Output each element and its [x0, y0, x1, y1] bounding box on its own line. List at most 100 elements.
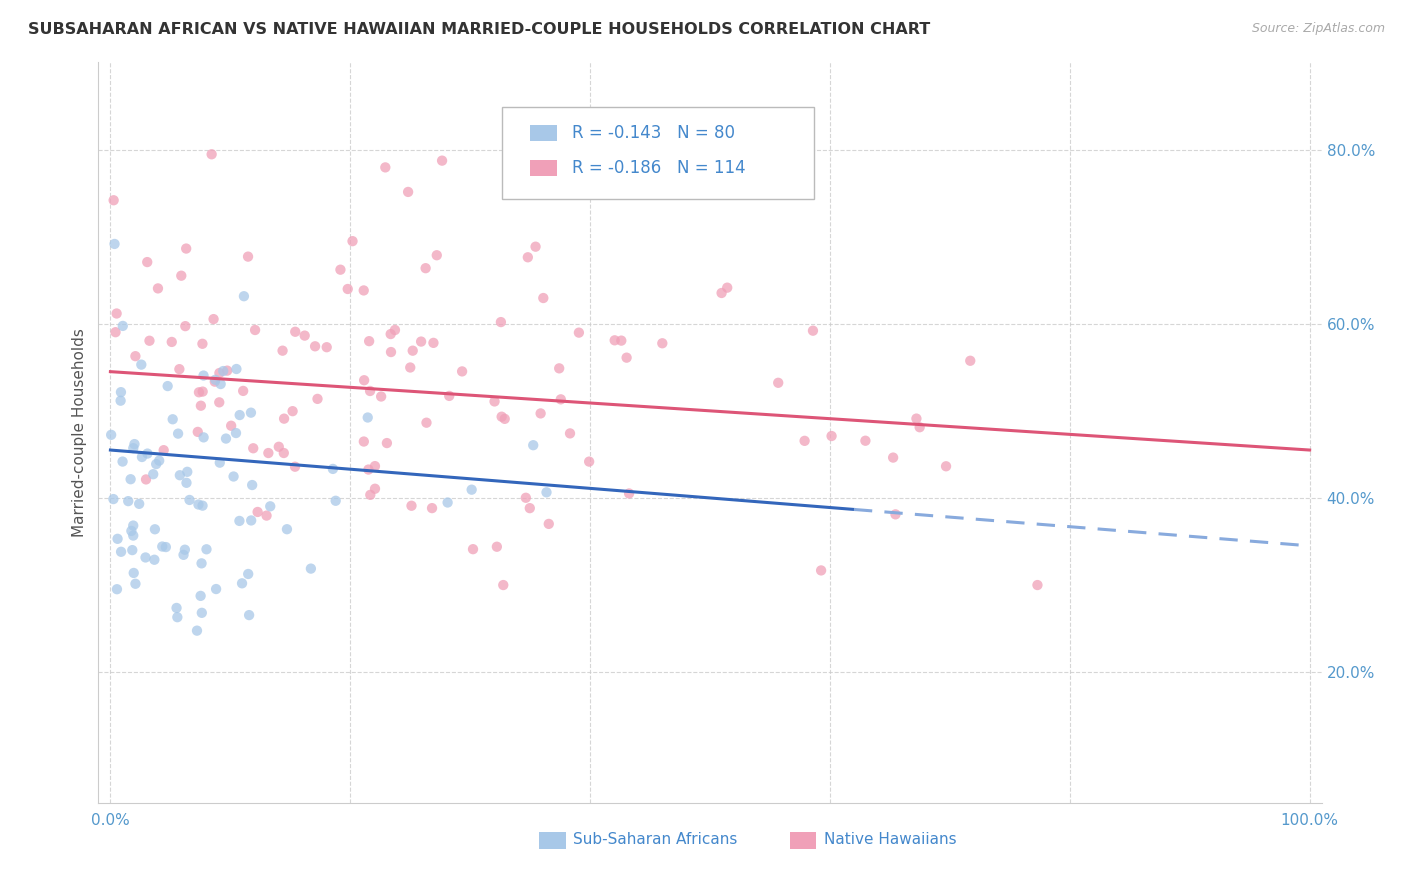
Point [299, 561, 322, 575]
Point [905, 411, 928, 425]
Point [284, 459, 307, 474]
Point [103, 236, 125, 251]
Point [537, 516, 560, 531]
Point [240, 478, 263, 492]
Point [202, 312, 225, 326]
Point [120, 472, 142, 486]
Point [204, 373, 226, 387]
Point [232, 289, 254, 303]
Text: Source: ZipAtlas.com: Source: ZipAtlas.com [1251, 22, 1385, 36]
Point [191, 336, 214, 351]
Point [322, 462, 344, 476]
Point [267, 440, 290, 454]
Point [548, 361, 571, 376]
Point [489, 315, 512, 329]
Point [124, 576, 146, 591]
Point [568, 326, 591, 340]
Point [451, 364, 474, 378]
Point [353, 434, 375, 449]
Point [138, 334, 160, 348]
Point [342, 234, 364, 248]
Point [111, 454, 134, 468]
Point [246, 505, 269, 519]
Point [187, 385, 209, 400]
Point [610, 334, 633, 348]
Point [359, 488, 381, 502]
Point [174, 319, 197, 334]
Point [146, 281, 169, 295]
Point [179, 492, 201, 507]
Point [117, 494, 139, 508]
Point [420, 501, 443, 516]
Text: Sub-Saharan Africans: Sub-Saharan Africans [574, 832, 737, 847]
Point [110, 385, 132, 400]
Bar [538, 832, 565, 848]
Point [426, 248, 449, 262]
Point [107, 532, 129, 546]
Point [294, 328, 316, 343]
Point [430, 153, 453, 168]
Point [120, 524, 142, 538]
Point [325, 493, 347, 508]
Point [484, 394, 506, 409]
Point [259, 500, 281, 514]
Point [415, 261, 437, 276]
Point [617, 486, 640, 500]
Point [204, 375, 226, 389]
Point [357, 462, 380, 476]
Point [148, 453, 170, 467]
Point [128, 497, 150, 511]
Text: R = -0.143   N = 80: R = -0.143 N = 80 [572, 124, 735, 142]
Point [558, 426, 581, 441]
Point [150, 540, 173, 554]
Point [105, 306, 128, 320]
Point [374, 161, 396, 175]
Point [190, 557, 212, 571]
Point [166, 610, 188, 624]
Point [242, 442, 264, 456]
Point [187, 498, 209, 512]
Point [110, 545, 132, 559]
Point [329, 262, 352, 277]
Point [225, 362, 247, 376]
Point [217, 364, 239, 378]
Point [191, 499, 214, 513]
Point [186, 624, 208, 638]
Point [515, 491, 537, 505]
Point [152, 443, 174, 458]
Point [494, 412, 516, 426]
Point [359, 334, 381, 348]
Point [461, 542, 484, 557]
Text: R = -0.186   N = 114: R = -0.186 N = 114 [572, 160, 745, 178]
Point [304, 339, 326, 353]
Point [485, 540, 508, 554]
Point [359, 384, 381, 398]
Point [519, 501, 541, 516]
Point [516, 250, 538, 264]
Point [212, 364, 235, 378]
Point [193, 368, 215, 383]
Point [273, 411, 295, 425]
Point [169, 362, 191, 376]
Point [176, 465, 198, 479]
Point [522, 438, 544, 452]
Point [219, 418, 242, 433]
Point [935, 459, 957, 474]
Point [131, 358, 153, 372]
Point [364, 459, 387, 474]
Point [231, 576, 253, 591]
Point [884, 508, 907, 522]
Point [271, 343, 294, 358]
Point [307, 392, 329, 406]
Point [122, 528, 145, 542]
Point [136, 446, 159, 460]
Point [531, 291, 554, 305]
Point [492, 578, 515, 592]
Point [415, 416, 437, 430]
Point [145, 457, 167, 471]
Point [156, 379, 179, 393]
Point [315, 340, 337, 354]
Point [411, 334, 433, 349]
Point [191, 606, 214, 620]
Point [1026, 578, 1049, 592]
